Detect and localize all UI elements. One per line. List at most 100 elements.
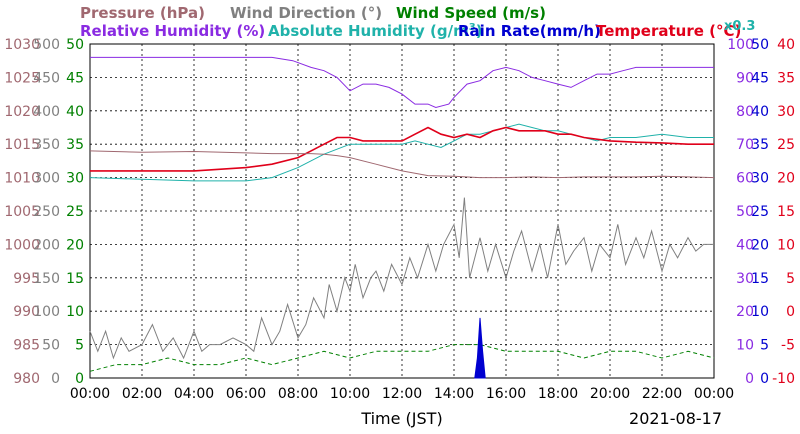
y-tick-wind-direction: 250 bbox=[33, 204, 60, 220]
y-tick-wind-speed: 45 bbox=[66, 70, 84, 86]
y-tick-temperature: 25 bbox=[777, 137, 795, 153]
chart-legend: Pressure (hPa) Wind Direction (°) Wind S… bbox=[80, 4, 755, 40]
x-tick-label: 12:00 bbox=[382, 386, 422, 402]
y-tick-temperature: -5 bbox=[781, 338, 795, 354]
legend-scale-note: x0.3 bbox=[724, 19, 755, 34]
x-tick-label: 14:00 bbox=[434, 386, 474, 402]
y-tick-humidity: 50 bbox=[736, 204, 754, 220]
y-tick-wind-speed: 40 bbox=[66, 104, 84, 120]
legend-temperature: Temperature (°C) bbox=[596, 22, 741, 40]
y-tick-temperature: -10 bbox=[772, 371, 795, 387]
y-tick-wind-speed: 35 bbox=[66, 137, 84, 153]
y-tick-pressure: 1015 bbox=[4, 137, 40, 153]
y-tick-pressure: 980 bbox=[13, 371, 40, 387]
x-tick-label: 22:00 bbox=[642, 386, 682, 402]
chart-date: 2021-08-17 bbox=[629, 409, 722, 428]
y-tick-humidity: 80 bbox=[736, 104, 754, 120]
y-tick-rain-rate: 15 bbox=[751, 271, 769, 287]
legend-wind-speed: Wind Speed (m/s) bbox=[396, 4, 546, 22]
y-tick-wind-direction: 450 bbox=[33, 70, 60, 86]
y-tick-temperature: 0 bbox=[786, 304, 795, 320]
y-tick-pressure: 985 bbox=[13, 338, 40, 354]
series-relative-humidity bbox=[90, 56, 714, 109]
legend-absolute-humidity: Absolute Humidity (g/m3) bbox=[268, 22, 483, 40]
y-tick-humidity: 90 bbox=[736, 70, 754, 86]
series-wind-speed-m-s bbox=[89, 344, 715, 372]
y-tick-wind-speed: 5 bbox=[75, 338, 84, 354]
y-tick-wind-direction: 100 bbox=[33, 304, 60, 320]
y-tick-temperature: 5 bbox=[786, 271, 795, 287]
x-tick-label: 10:00 bbox=[330, 386, 370, 402]
y-tick-rain-rate: 40 bbox=[751, 104, 769, 120]
y-tick-wind-speed: 25 bbox=[66, 204, 84, 220]
legend-relative-humidity: Relative Humidity (%) bbox=[80, 22, 265, 40]
y-tick-humidity: 60 bbox=[736, 171, 754, 187]
y-tick-wind-speed: 50 bbox=[66, 37, 84, 53]
y-tick-temperature: 35 bbox=[777, 70, 795, 86]
y-tick-rain-rate: 45 bbox=[751, 70, 769, 86]
x-tick-label: 00:00 bbox=[70, 386, 110, 402]
y-tick-pressure: 1010 bbox=[4, 171, 40, 187]
y-tick-wind-direction: 400 bbox=[33, 104, 60, 120]
x-tick-label: 04:00 bbox=[174, 386, 214, 402]
x-tick-label: 20:00 bbox=[590, 386, 630, 402]
series-pressure-hpa bbox=[89, 150, 715, 179]
y-tick-humidity: 100 bbox=[727, 37, 754, 53]
x-tick-label: 06:00 bbox=[226, 386, 266, 402]
x-tick-label: 08:00 bbox=[278, 386, 318, 402]
series-temperature-c bbox=[90, 126, 714, 172]
y-tick-humidity: 70 bbox=[736, 137, 754, 153]
y-tick-wind-direction: 350 bbox=[33, 137, 60, 153]
y-tick-humidity: 0 bbox=[745, 371, 754, 387]
legend-rain-rate: Rain Rate(mm/h) bbox=[458, 22, 601, 40]
y-tick-wind-direction: 200 bbox=[33, 237, 60, 253]
y-tick-pressure: 1000 bbox=[4, 237, 40, 253]
x-tick-label: 02:00 bbox=[122, 386, 162, 402]
y-tick-wind-speed: 20 bbox=[66, 237, 84, 253]
y-tick-humidity: 40 bbox=[736, 237, 754, 253]
y-tick-wind-speed: 30 bbox=[66, 171, 84, 187]
y-tick-wind-direction: 150 bbox=[33, 271, 60, 287]
y-tick-wind-speed: 15 bbox=[66, 271, 84, 287]
x-tick-label: 16:00 bbox=[486, 386, 526, 402]
y-tick-wind-direction: 0 bbox=[51, 371, 60, 387]
chart-axes: 1030102510201015101010051000995990985980… bbox=[4, 37, 795, 402]
x-tick-label: 00:00 bbox=[694, 386, 734, 402]
series-absolute-humidity-g-m3 bbox=[89, 123, 714, 182]
y-tick-rain-rate: 35 bbox=[751, 137, 769, 153]
y-tick-rain-rate: 30 bbox=[751, 171, 769, 187]
y-tick-rain-rate: 0 bbox=[760, 371, 769, 387]
y-tick-wind-direction: 50 bbox=[42, 338, 60, 354]
y-tick-humidity: 10 bbox=[736, 338, 754, 354]
legend-wind-direction: Wind Direction (°) bbox=[230, 4, 382, 22]
y-tick-wind-speed: 0 bbox=[75, 371, 84, 387]
y-tick-temperature: 10 bbox=[777, 237, 795, 253]
y-tick-wind-direction: 500 bbox=[33, 37, 60, 53]
y-tick-temperature: 30 bbox=[777, 104, 795, 120]
y-tick-pressure: 1005 bbox=[4, 204, 40, 220]
y-tick-rain-rate: 20 bbox=[751, 237, 769, 253]
y-tick-pressure: 990 bbox=[13, 304, 40, 320]
series-wind-direction bbox=[89, 197, 714, 360]
y-tick-rain-rate: 25 bbox=[751, 204, 769, 220]
y-tick-pressure: 995 bbox=[13, 271, 40, 287]
x-axis-label: Time (JST) bbox=[360, 409, 442, 428]
legend-pressure: Pressure (hPa) bbox=[80, 4, 205, 22]
y-tick-wind-speed: 10 bbox=[66, 304, 84, 320]
y-tick-pressure: 1025 bbox=[4, 70, 40, 86]
chart-grid bbox=[90, 44, 714, 378]
y-tick-humidity: 30 bbox=[736, 271, 754, 287]
y-tick-pressure: 1020 bbox=[4, 104, 40, 120]
y-tick-pressure: 1030 bbox=[4, 37, 40, 53]
series-rain-rate-mm-h bbox=[474, 317, 486, 379]
y-tick-humidity: 20 bbox=[736, 304, 754, 320]
y-tick-wind-direction: 300 bbox=[33, 171, 60, 187]
y-tick-rain-rate: 50 bbox=[751, 37, 769, 53]
y-tick-temperature: 15 bbox=[777, 204, 795, 220]
y-tick-temperature: 20 bbox=[777, 171, 795, 187]
y-tick-temperature: 40 bbox=[777, 37, 795, 53]
x-tick-label: 18:00 bbox=[538, 386, 578, 402]
y-tick-rain-rate: 5 bbox=[760, 338, 769, 354]
y-tick-rain-rate: 10 bbox=[751, 304, 769, 320]
